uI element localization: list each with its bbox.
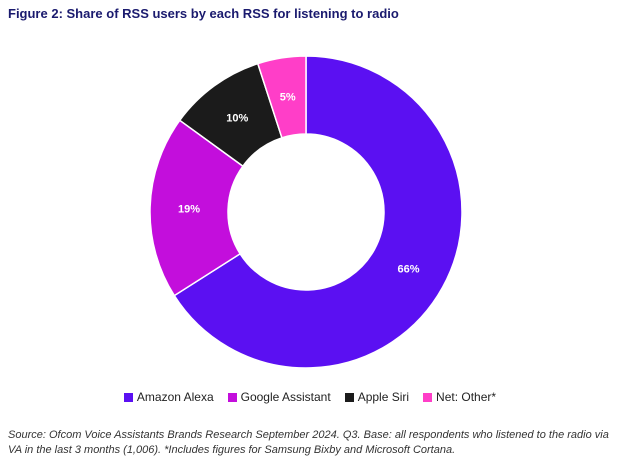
donut-slice-net-other [256,55,307,139]
chart-title: Figure 2: Share of RSS users by each RSS… [8,6,399,21]
source-note: Source: Ofcom Voice Assistants Brands Re… [8,429,609,456]
donut-slice-google-assistant [149,119,244,297]
donut-slice-amazon-alexa [173,55,463,369]
legend-label: Amazon Alexa [136,390,214,404]
legend-swatch [123,392,133,402]
data-label: 19% [178,203,200,215]
legend-swatch [227,392,237,402]
data-label: 5% [280,91,296,103]
legend-label: Google Assistant [240,390,331,404]
legend-label: Apple Siri [357,390,410,404]
data-label: 66% [398,263,420,275]
legend-label: Net: Other* [436,390,497,404]
legend-item-net-other: Net: Other* [423,390,496,404]
legend-item-apple-siri: Apple Siri [344,390,410,404]
legend-swatch [423,392,433,402]
chart-legend: Amazon Alexa Google Assistant Apple Siri… [0,390,620,404]
legend-item-google-assistant: Google Assistant [227,390,331,404]
legend-item-amazon-alexa: Amazon Alexa [123,390,214,404]
donut-chart: 66% 19% 10% 5% [149,55,463,369]
legend-swatch [344,392,354,402]
data-label: 10% [226,112,248,124]
